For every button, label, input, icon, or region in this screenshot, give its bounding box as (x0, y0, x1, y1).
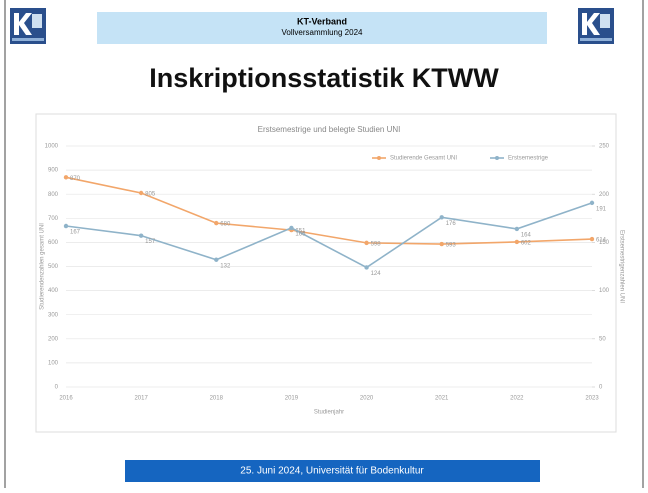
y2-tick-label: 100 (599, 288, 610, 294)
data-point (589, 236, 595, 242)
chart-title: Erstsemestrige und belegte Studien UNI (258, 125, 401, 134)
data-point (63, 175, 69, 180)
y-tick-label: 300 (48, 312, 59, 318)
y-axis-label: Studierendenzahlen gesamt UNI (40, 223, 46, 310)
x-tick-label: 2019 (285, 396, 299, 402)
legend-label: Erstsemestrige (508, 156, 549, 162)
x-tick-label: 2016 (59, 396, 73, 402)
x-tick-label: 2022 (510, 396, 524, 402)
legend-marker (377, 156, 381, 160)
y-tick-label: 900 (48, 168, 59, 174)
data-label: 164 (521, 232, 532, 238)
y2-tick-label: 200 (599, 192, 610, 198)
data-point (589, 200, 595, 206)
data-point (514, 239, 520, 245)
y-tick-label: 0 (55, 385, 59, 391)
data-label: 602 (521, 240, 532, 246)
data-point (138, 233, 144, 238)
legend-marker (495, 156, 499, 160)
y-tick-label: 400 (48, 288, 59, 294)
chart-frame (35, 113, 617, 433)
footer-box (125, 460, 540, 482)
data-label: 651 (295, 229, 306, 235)
x-axis-label: Studienjahr (314, 410, 344, 416)
data-point (214, 257, 219, 262)
data-label: 124 (371, 271, 382, 277)
data-label: 176 (446, 221, 457, 227)
data-label: 593 (446, 243, 457, 249)
data-label: 165 (295, 232, 306, 238)
data-label: 191 (596, 206, 607, 212)
data-label: 680 (220, 222, 231, 228)
y-tick-label: 100 (48, 360, 59, 366)
x-tick-label: 2021 (435, 396, 449, 402)
data-label: 598 (371, 241, 382, 247)
x-tick-label: 2023 (585, 396, 599, 402)
header-title: KT-Verband (297, 16, 347, 26)
x-tick-label: 2017 (134, 396, 148, 402)
data-point (289, 225, 294, 231)
y-tick-label: 600 (48, 240, 59, 246)
y-tick-label: 200 (48, 336, 59, 342)
data-point (439, 241, 444, 247)
chart: Erstsemestrige und belegte Studien UNI 0 1… (40, 125, 625, 415)
data-point (63, 223, 69, 229)
slide-title: Inskriptionsstatistik KTWW (149, 63, 499, 93)
data-label: 157 (145, 239, 156, 245)
y2-tick-label: 50 (599, 336, 606, 342)
data-label: 805 (145, 192, 156, 198)
y-tick-label: 1000 (45, 144, 59, 150)
data-point (439, 215, 444, 220)
data-label: 167 (70, 230, 81, 236)
header-subtitle: Vollversammlung 2024 (282, 28, 363, 37)
data-point (364, 265, 369, 270)
y2-tick-label: 0 (599, 385, 603, 391)
data-point (214, 220, 219, 226)
legend-label: Studierende Gesamt UNI (390, 156, 457, 162)
series-line (65, 202, 593, 269)
y2-tick-label: 150 (599, 240, 610, 246)
footer-text: 25. Juni 2024, Universität für Bodenkult… (240, 466, 424, 477)
data-point (514, 226, 520, 232)
data-point (364, 240, 369, 246)
data-label: 870 (70, 176, 81, 182)
logo-right (578, 8, 614, 44)
y2-axis-label: Erstsemestrigenzahlen UNI (618, 230, 624, 303)
y-tick-label: 500 (48, 264, 59, 270)
x-tick-label: 2020 (360, 396, 374, 402)
y2-tick-label: 250 (599, 144, 610, 150)
header-box (97, 12, 547, 44)
data-label: 614 (596, 238, 607, 244)
logo-left (10, 8, 46, 44)
x-tick-label: 2018 (210, 396, 224, 402)
data-label: 132 (220, 263, 231, 269)
series-line (65, 176, 593, 245)
y-tick-label: 700 (48, 216, 59, 222)
y-tick-label: 800 (48, 192, 59, 198)
data-point (138, 190, 144, 196)
